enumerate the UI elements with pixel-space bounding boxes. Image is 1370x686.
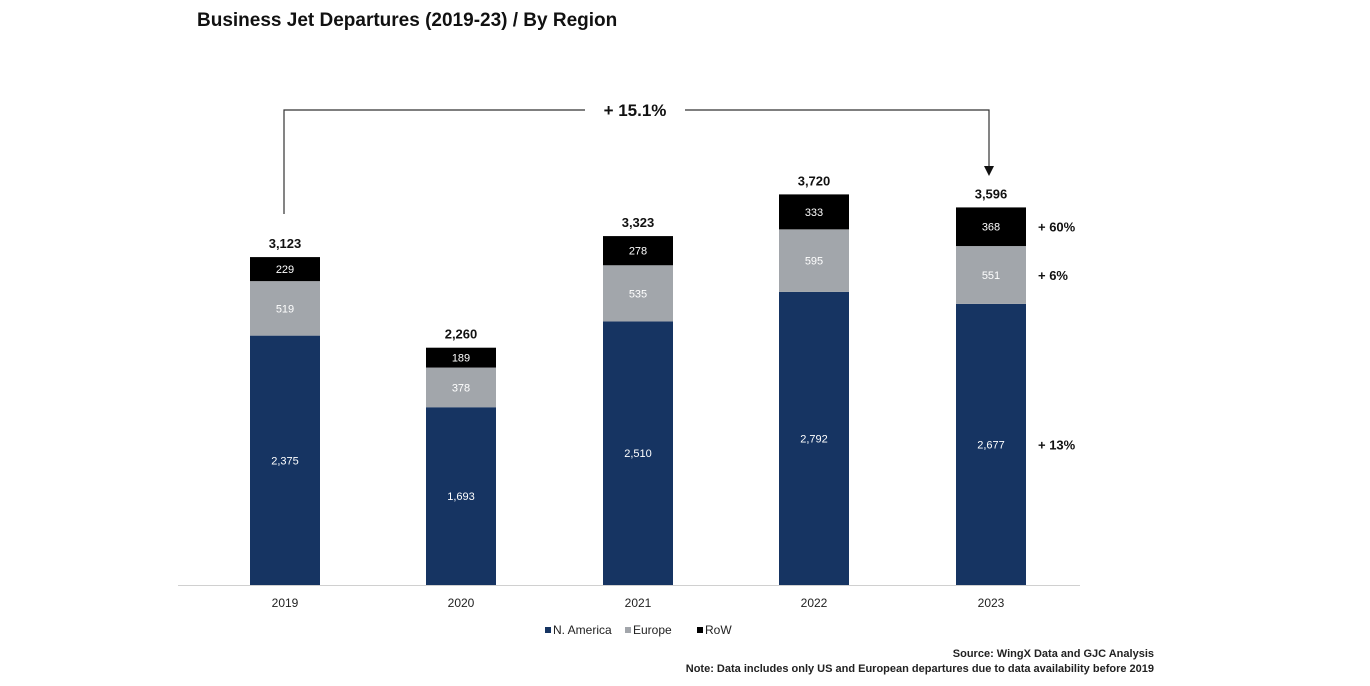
bar-segment-europe-2020 xyxy=(426,367,496,408)
bar-segment-row-2021 xyxy=(603,236,673,266)
segment-label: 2,510 xyxy=(624,448,652,460)
x-tick-label: 2019 xyxy=(272,596,299,610)
legend-label: Europe xyxy=(633,623,672,637)
data-note: Note: Data includes only US and European… xyxy=(685,663,1154,675)
x-tick-label: 2023 xyxy=(978,596,1005,610)
total-label: 2,260 xyxy=(445,327,478,342)
segment-label: 2,375 xyxy=(271,455,299,467)
bar-segment-row-2022 xyxy=(779,194,849,230)
bar-segment-europe-2021 xyxy=(603,265,673,322)
growth-annotation: + 15.1% xyxy=(604,101,667,120)
segment-label: 535 xyxy=(629,288,647,300)
segment-label: 229 xyxy=(276,264,294,276)
legend-swatch xyxy=(625,627,631,633)
segment-label: 519 xyxy=(276,303,294,315)
legend-swatch xyxy=(545,627,551,633)
segment-label: 189 xyxy=(452,353,470,365)
bar-segment-n-america-2020 xyxy=(426,407,496,585)
legend-label: RoW xyxy=(705,623,732,637)
bar-segment-n-america-2022 xyxy=(779,291,849,585)
segment-label: 378 xyxy=(452,382,470,394)
bar-segment-n-america-2019 xyxy=(250,335,320,585)
x-tick-label: 2021 xyxy=(625,596,652,610)
segment-growth-label: + 60% xyxy=(1038,220,1076,235)
bar-segment-n-america-2021 xyxy=(603,321,673,585)
segment-label: 2,677 xyxy=(977,439,1005,451)
segment-growth-label: + 13% xyxy=(1038,437,1076,452)
segment-label: 333 xyxy=(805,207,823,219)
segment-label: 1,693 xyxy=(447,491,475,503)
x-tick-label: 2020 xyxy=(448,596,475,610)
legend-swatch xyxy=(697,627,703,633)
bar-segment-europe-2022 xyxy=(779,229,849,292)
segment-label: 551 xyxy=(982,270,1000,282)
arrow-head-icon xyxy=(984,166,994,176)
segment-label: 595 xyxy=(805,256,823,268)
legend-label: N. America xyxy=(553,623,612,637)
bar-segment-row-2023 xyxy=(956,207,1026,247)
bar-segment-n-america-2023 xyxy=(956,303,1026,585)
total-label: 3,720 xyxy=(798,173,831,188)
bar-segment-row-2020 xyxy=(426,347,496,368)
segment-label: 278 xyxy=(629,246,647,258)
growth-bracket xyxy=(283,109,990,214)
bar-segment-row-2019 xyxy=(250,257,320,282)
segment-growth-label: + 6% xyxy=(1038,268,1068,283)
total-label: 3,123 xyxy=(269,236,302,251)
source-note: Source: WingX Data and GJC Analysis xyxy=(952,648,1154,660)
segment-label: 368 xyxy=(982,222,1000,234)
bar-segment-europe-2023 xyxy=(956,246,1026,304)
bar-segment-europe-2019 xyxy=(250,281,320,336)
segment-label: 2,792 xyxy=(800,433,828,445)
x-tick-label: 2022 xyxy=(801,596,828,610)
chart-title: Business Jet Departures (2019-23) / By R… xyxy=(197,10,618,31)
total-label: 3,596 xyxy=(975,186,1008,201)
total-label: 3,323 xyxy=(622,215,655,230)
